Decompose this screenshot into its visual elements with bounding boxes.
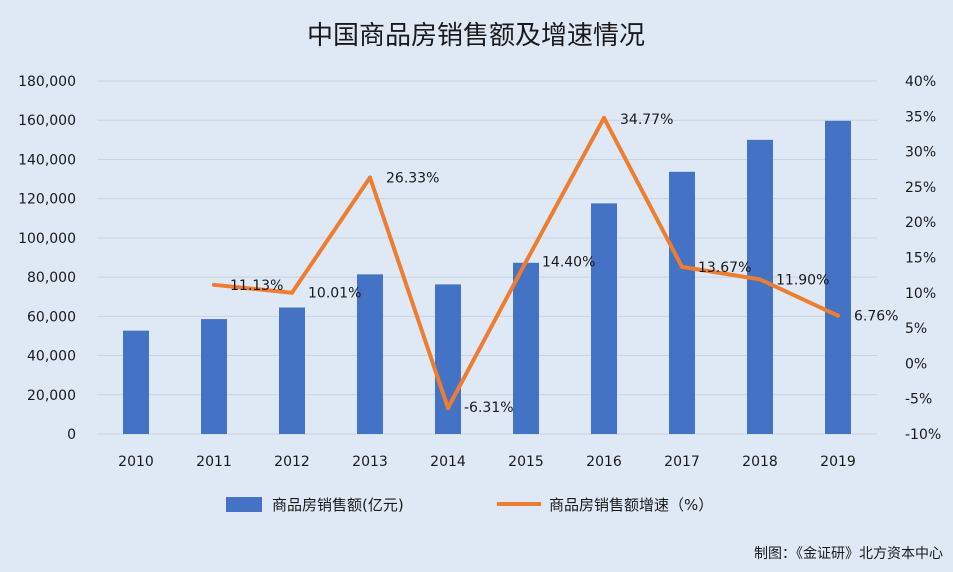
x-tick-label: 2011 xyxy=(196,454,232,470)
x-tick-label: 2017 xyxy=(664,454,700,470)
line-data-label: 6.76% xyxy=(854,309,898,325)
line-point xyxy=(836,313,840,318)
line-data-label: -6.31% xyxy=(464,400,514,416)
bar xyxy=(201,319,227,434)
line-data-label: 10.01% xyxy=(308,286,361,302)
left-tick-label: 140,000 xyxy=(18,152,76,168)
bar xyxy=(591,203,617,434)
right-tick-label: -5% xyxy=(905,392,932,408)
right-tick-label: 25% xyxy=(905,180,936,196)
right-tick-label: 40% xyxy=(905,74,936,90)
right-tick-label: 0% xyxy=(905,356,927,372)
line-point xyxy=(290,290,294,295)
line-data-label: 13.67% xyxy=(698,260,751,276)
line-point xyxy=(524,259,528,264)
x-tick-label: 2018 xyxy=(742,454,778,470)
left-tick-label: 180,000 xyxy=(18,74,76,90)
line-data-label: 11.90% xyxy=(776,272,829,288)
right-tick-label: 5% xyxy=(905,321,927,337)
right-y-axis: -10% -5% 0% 5% 10% 15% 20% 25% 30% 35% 40% xyxy=(905,74,941,443)
chart-title: 中国商品房销售额及增速情况 xyxy=(307,21,645,51)
right-tick-label: 10% xyxy=(905,286,936,302)
x-tick-label: 2019 xyxy=(820,454,856,470)
bar xyxy=(279,307,305,434)
legend-bar-swatch xyxy=(226,497,262,512)
line-point xyxy=(758,277,762,282)
x-tick-label: 2013 xyxy=(352,454,388,470)
bar-series xyxy=(123,120,851,435)
bar xyxy=(513,262,539,434)
bar xyxy=(747,139,773,435)
x-tick-label: 2010 xyxy=(118,454,154,470)
chart-credit: 制图：《金证研》北方资本中心 xyxy=(754,546,943,562)
line-data-label: 26.33% xyxy=(386,171,439,187)
x-tick-label: 2016 xyxy=(586,454,622,470)
line-data-label: 14.40% xyxy=(542,255,595,271)
line-point xyxy=(446,405,450,410)
left-tick-label: 20,000 xyxy=(27,388,76,404)
x-tick-label: 2012 xyxy=(274,454,310,470)
legend-line-label: 商品房销售额增速（%） xyxy=(549,496,713,514)
left-tick-label: 0 xyxy=(67,427,76,443)
line-point xyxy=(212,282,216,287)
left-tick-label: 120,000 xyxy=(18,192,76,208)
right-tick-label: -10% xyxy=(905,427,941,443)
left-tick-label: 60,000 xyxy=(27,309,76,325)
bar xyxy=(669,171,695,434)
x-tick-label: 2015 xyxy=(508,454,544,470)
line-point xyxy=(680,264,684,269)
x-axis: 2010 2011 2012 2013 2014 2015 2016 2017 2018 2019 xyxy=(118,454,856,470)
bar xyxy=(357,274,383,434)
right-tick-label: 35% xyxy=(905,109,936,125)
line-data-labels: 11.13% 10.01% 26.33% -6.31% 14.40% 34.77% 13.6… xyxy=(230,112,898,416)
right-tick-label: 20% xyxy=(905,215,936,231)
bar xyxy=(825,120,851,435)
left-y-axis: 0 20,000 40,000 60,000 80,000 100,000 120,000 1… xyxy=(18,74,76,443)
x-tick-label: 2014 xyxy=(430,454,466,470)
bar xyxy=(123,330,149,434)
line-point xyxy=(602,115,606,120)
line-point xyxy=(368,175,372,180)
line-data-label: 11.13% xyxy=(230,278,283,294)
left-tick-label: 160,000 xyxy=(18,113,76,129)
left-tick-label: 80,000 xyxy=(27,270,76,286)
right-tick-label: 15% xyxy=(905,251,936,267)
legend: 商品房销售额(亿元) 商品房销售额增速（%） xyxy=(226,496,713,514)
right-tick-label: 30% xyxy=(905,145,936,161)
line-series xyxy=(212,115,840,410)
left-tick-label: 40,000 xyxy=(27,349,76,365)
left-tick-label: 100,000 xyxy=(18,231,76,247)
line-data-label: 34.77% xyxy=(620,112,673,128)
bar xyxy=(435,284,461,434)
legend-bar-label: 商品房销售额(亿元) xyxy=(272,496,404,514)
